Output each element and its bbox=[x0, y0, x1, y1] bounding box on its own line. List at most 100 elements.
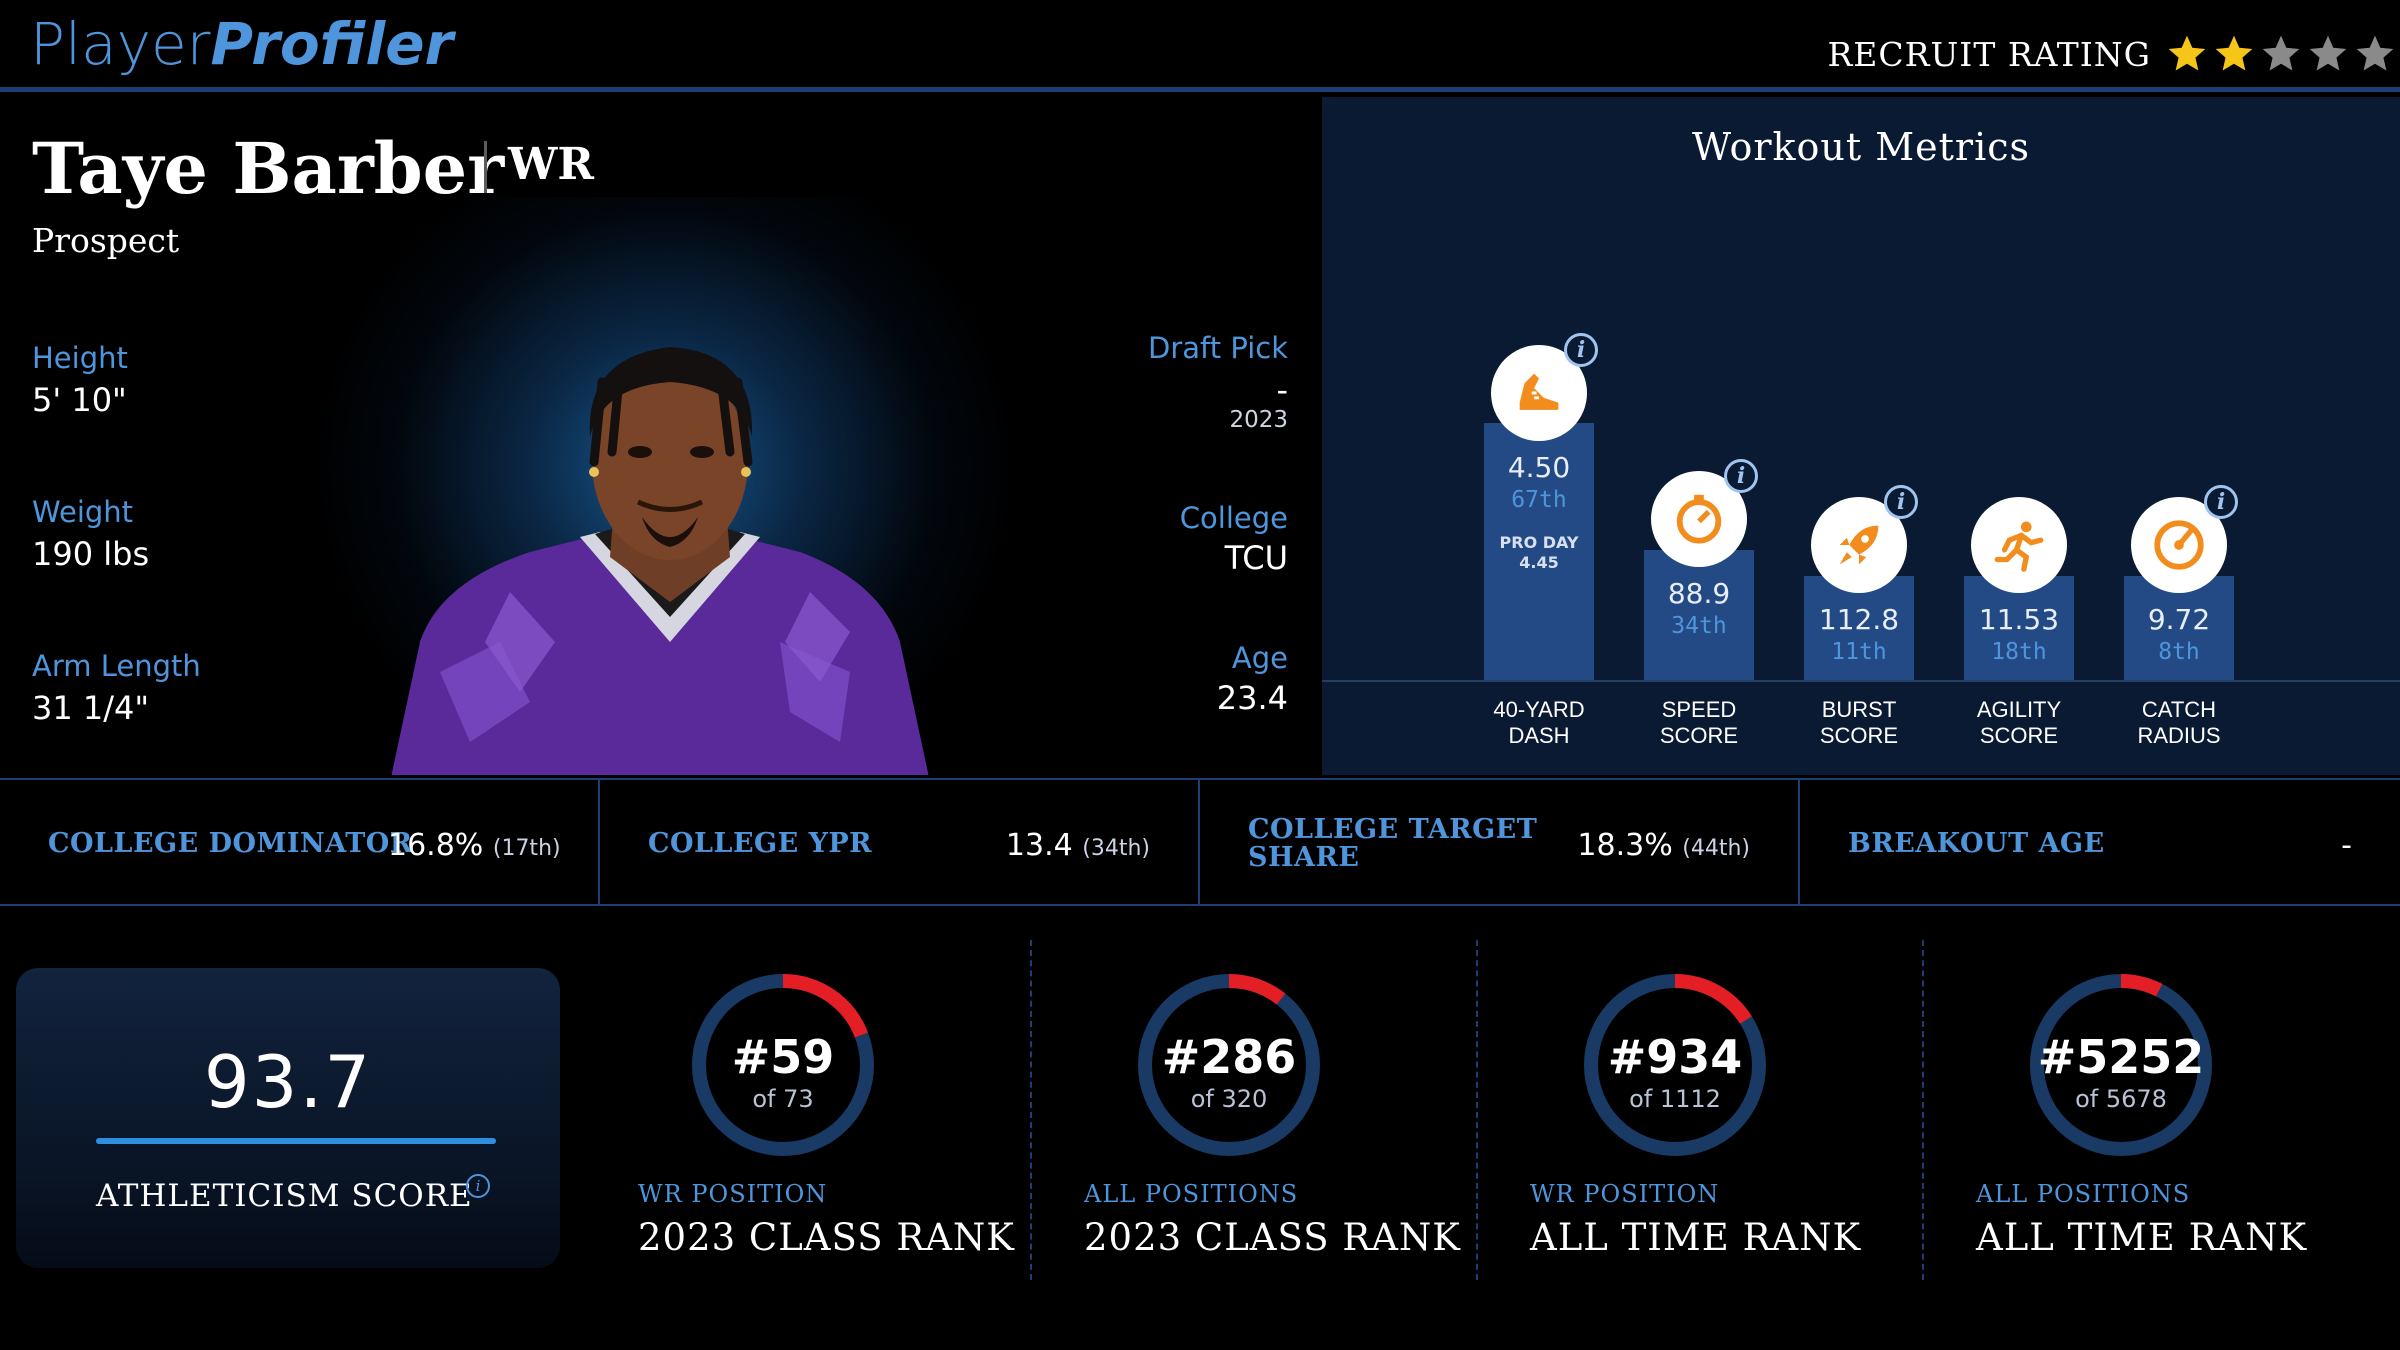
college-dominator-value: 16.8% (17th) bbox=[388, 828, 561, 863]
stat-value: 18.3% bbox=[1577, 828, 1673, 863]
star-empty-icon bbox=[2262, 35, 2300, 71]
metric-label: AGILITY SCORE bbox=[1934, 697, 2104, 749]
name-divider bbox=[484, 141, 487, 193]
athleticism-score-underline bbox=[96, 1138, 496, 1144]
logo-profiler-text: Profiler bbox=[210, 10, 454, 78]
pro-day-value: 4.45 bbox=[1519, 553, 1559, 572]
rank-number: #5252 bbox=[2037, 1030, 2205, 1084]
rank-title: ALL TIME RANK bbox=[1530, 1216, 1862, 1259]
breakout-age-value: - bbox=[2341, 828, 2352, 863]
rank-total: of 320 bbox=[1190, 1085, 1268, 1113]
site-logo[interactable]: PlayerProfiler bbox=[30, 10, 453, 78]
sprinter-icon bbox=[1971, 497, 2067, 593]
college-target-share-value: 18.3% (44th) bbox=[1577, 828, 1750, 863]
rank-divider bbox=[1476, 940, 1478, 1280]
star-empty-icon bbox=[2356, 35, 2394, 71]
metric-label: BURST SCORE bbox=[1774, 697, 1944, 749]
stat-rank: (34th) bbox=[1082, 836, 1150, 861]
rank-divider bbox=[1922, 940, 1924, 1280]
metric-value: 4.50 bbox=[1507, 451, 1571, 484]
pro-day-label: PRO DAY bbox=[1499, 533, 1579, 552]
age-label: Age bbox=[1231, 641, 1288, 675]
bar-speed-score bbox=[1644, 550, 1754, 680]
rank-block: #286 of 320 ALL POSITIONS 2023 CLASS RAN… bbox=[1040, 940, 1485, 1280]
metric-label-line2: DASH bbox=[1508, 723, 1570, 748]
metric-value: 88.9 bbox=[1667, 577, 1731, 610]
metric-value: 112.8 bbox=[1818, 603, 1900, 636]
metric-percentile: 34th bbox=[1671, 613, 1727, 639]
arm-length-value: 31 1/4" bbox=[32, 689, 150, 727]
player-photo bbox=[391, 347, 929, 775]
metric-label: SPEED SCORE bbox=[1614, 697, 1784, 749]
draft-pick-value: - bbox=[1276, 371, 1288, 409]
stat-value: 16.8% bbox=[388, 828, 484, 863]
rank-subtitle: ALL POSITIONS bbox=[1084, 1180, 1299, 1208]
metric-label-line1: AGILITY bbox=[1976, 697, 2062, 722]
label-line1: COLLEGE TARGET bbox=[1248, 814, 1538, 845]
rank-subtitle: WR POSITION bbox=[1530, 1180, 1720, 1208]
star-empty-icon bbox=[2309, 35, 2347, 71]
rank-divider bbox=[1030, 940, 1032, 1280]
rank-subtitle: WR POSITION bbox=[638, 1180, 828, 1208]
metric-percentile: 18th bbox=[1991, 639, 2047, 665]
recruit-rating: RECRUIT RATING bbox=[1827, 26, 2400, 82]
metric-label: CATCH RADIUS bbox=[2094, 697, 2264, 749]
college-target-share-label: COLLEGE TARGET SHARE bbox=[1248, 816, 1537, 872]
athleticism-score-label: ATHLETICISM SCORE bbox=[96, 1178, 473, 1214]
draft-year: 2023 bbox=[1229, 407, 1288, 433]
info-icon[interactable]: i bbox=[1884, 485, 1918, 519]
rank-total: of 73 bbox=[752, 1085, 814, 1113]
college-target-share-cell: COLLEGE TARGET SHARE 18.3% (44th) bbox=[1200, 780, 1800, 904]
metric-percentile: 67th bbox=[1511, 487, 1567, 513]
player-status: Prospect bbox=[32, 221, 180, 260]
metric-label-line1: CATCH bbox=[2141, 697, 2217, 722]
weight-value: 190 lbs bbox=[32, 535, 150, 573]
player-name: Taye Barber bbox=[32, 127, 505, 210]
college-label: College bbox=[1179, 501, 1288, 535]
bar-catch-radius bbox=[2124, 576, 2234, 680]
rank-ring bbox=[2030, 974, 2212, 1156]
college-stats-row: COLLEGE DOMINATOR 16.8% (17th) COLLEGE Y… bbox=[0, 778, 2400, 906]
college-dominator-label: COLLEGE DOMINATOR bbox=[48, 828, 413, 859]
logo-player-text: Player bbox=[30, 10, 211, 78]
info-icon[interactable]: i bbox=[2204, 485, 2238, 519]
rank-ring bbox=[1584, 974, 1766, 1156]
info-icon[interactable]: i bbox=[466, 1174, 490, 1198]
bar-40-yard-dash bbox=[1484, 423, 1594, 680]
rank-block: #59 of 73 WR POSITION 2023 CLASS RANK bbox=[594, 940, 1039, 1280]
metric-percentile: 11th bbox=[1831, 639, 1887, 665]
bar-burst-score bbox=[1804, 576, 1914, 680]
workout-metrics-title: Workout Metrics bbox=[1691, 125, 2031, 169]
rank-ring bbox=[1138, 974, 1320, 1156]
player-position: WR bbox=[508, 139, 594, 190]
height-label: Height bbox=[32, 341, 128, 375]
breakout-age-cell: BREAKOUT AGE - bbox=[1800, 780, 2400, 904]
college-ypr-cell: COLLEGE YPR 13.4 (34th) bbox=[600, 780, 1200, 904]
metric-value: 11.53 bbox=[1978, 603, 2060, 636]
metric-label: 40-YARD DASH bbox=[1454, 697, 1624, 749]
college-dominator-cell: COLLEGE DOMINATOR 16.8% (17th) bbox=[0, 780, 600, 904]
chart-baseline bbox=[1322, 680, 2400, 682]
rank-block: #5252 of 5678 ALL POSITIONS ALL TIME RAN… bbox=[1932, 940, 2377, 1280]
rank-number: #59 bbox=[731, 1030, 835, 1084]
rank-total: of 1112 bbox=[1629, 1085, 1721, 1113]
metric-label-line1: BURST bbox=[1821, 697, 1897, 722]
info-icon[interactable]: i bbox=[1724, 459, 1758, 493]
star-filled-icon bbox=[2215, 35, 2253, 71]
info-icon[interactable]: i bbox=[1564, 333, 1598, 367]
profile-panel: Taye Barber WR Prospect Height 5' 10" We… bbox=[0, 97, 1320, 775]
rank-block: #934 of 1112 WR POSITION ALL TIME RANK bbox=[1486, 940, 1931, 1280]
height-value: 5' 10" bbox=[32, 381, 127, 419]
rank-ring bbox=[692, 974, 874, 1156]
label-line2: SHARE bbox=[1248, 842, 1360, 873]
weight-label: Weight bbox=[32, 495, 134, 529]
metric-label-line1: 40-YARD bbox=[1493, 697, 1585, 722]
rank-title: 2023 CLASS RANK bbox=[1084, 1216, 1461, 1259]
stat-rank: (44th) bbox=[1682, 836, 1750, 861]
metric-percentile: 8th bbox=[2158, 639, 2200, 665]
metric-label-line2: SCORE bbox=[1659, 723, 1739, 748]
athleticism-score-value: 93.7 bbox=[203, 1040, 373, 1124]
age-value: 23.4 bbox=[1216, 679, 1288, 717]
recruit-rating-label: RECRUIT RATING bbox=[1827, 34, 2151, 74]
metric-label-line1: SPEED bbox=[1661, 697, 1737, 722]
